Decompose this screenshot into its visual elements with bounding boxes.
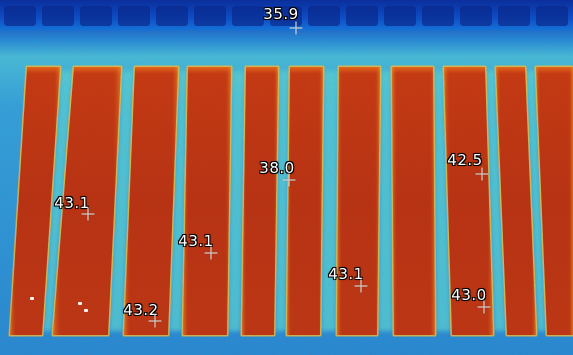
- top-cell: [4, 6, 36, 26]
- crosshair-marker: [204, 246, 218, 260]
- top-cell: [498, 6, 530, 26]
- top-cell: [422, 6, 454, 26]
- crosshair-marker: [477, 300, 491, 314]
- top-cell: [384, 6, 416, 26]
- top-cell: [232, 6, 264, 26]
- top-cell: [308, 6, 340, 26]
- crosshair-marker: [289, 21, 303, 35]
- top-cell: [118, 6, 150, 26]
- top-cell: [156, 6, 188, 26]
- readout-label: 43.0: [451, 286, 487, 304]
- top-cell: [42, 6, 74, 26]
- top-cell: [346, 6, 378, 26]
- top-cell: [536, 6, 568, 26]
- readout-label: 43.2: [123, 301, 159, 319]
- readout-label: 38.0: [259, 159, 295, 177]
- bright-speck: [78, 302, 82, 305]
- crosshair-marker: [475, 167, 489, 181]
- readout-label: 43.1: [54, 194, 90, 212]
- readout-label: 43.1: [178, 232, 214, 250]
- readout-label: 35.9: [263, 5, 299, 23]
- sensor-noise: [0, 60, 573, 355]
- readout-label: 42.5: [447, 151, 483, 169]
- bright-speck: [84, 309, 88, 312]
- readout-label: 43.1: [328, 265, 364, 283]
- crosshair-marker: [354, 279, 368, 293]
- crosshair-marker: [81, 207, 95, 221]
- crosshair-marker: [148, 314, 162, 328]
- top-cell: [80, 6, 112, 26]
- crosshair-marker: [282, 173, 296, 187]
- top-cell-row: [4, 6, 568, 26]
- top-cell: [270, 6, 302, 26]
- top-cell: [194, 6, 226, 26]
- bright-speck: [30, 297, 34, 300]
- top-cell: [460, 6, 492, 26]
